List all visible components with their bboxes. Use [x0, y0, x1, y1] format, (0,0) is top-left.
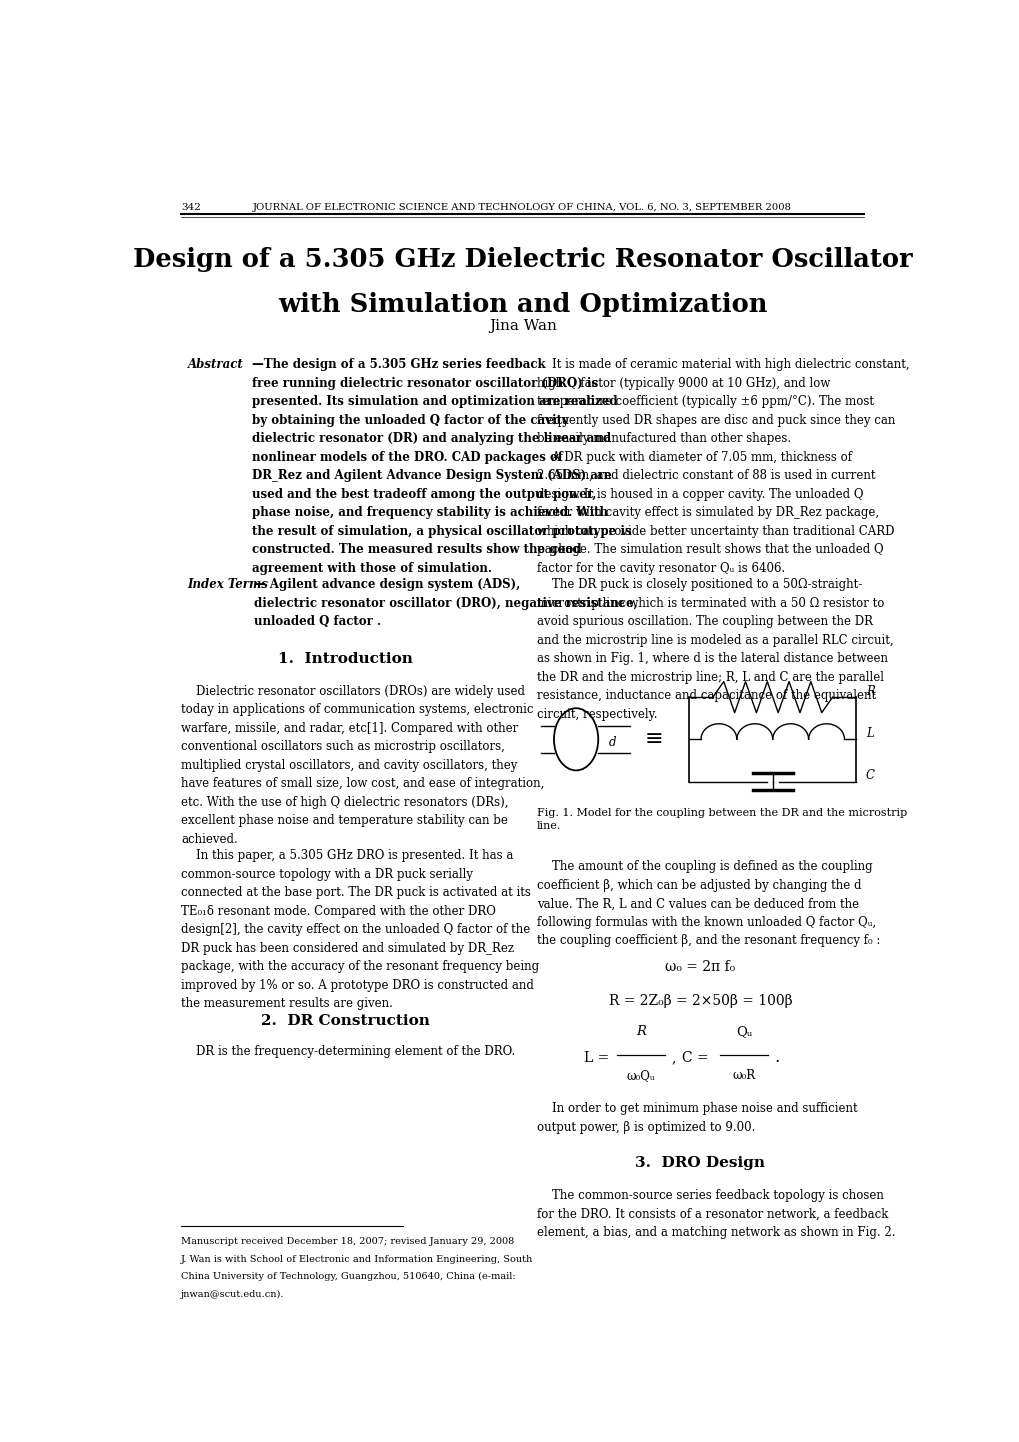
Text: China University of Technology, Guangzhou, 510640, China (e-mail:: China University of Technology, Guangzho… [181, 1272, 516, 1282]
Text: A DR puck with diameter of 7.05 mm, thickness of
2.65 mm, and dielectric constan: A DR puck with diameter of 7.05 mm, thic… [536, 450, 894, 574]
Text: The DR puck is closely positioned to a 50Ω-straight-
microstrip line which is te: The DR puck is closely positioned to a 5… [536, 578, 893, 721]
Text: J. Wan is with School of Electronic and Information Engineering, South: J. Wan is with School of Electronic and … [181, 1255, 533, 1263]
Text: with Simulation and Optimization: with Simulation and Optimization [278, 291, 766, 317]
Text: C =: C = [681, 1051, 707, 1066]
Text: In order to get minimum phase noise and sufficient
output power, β is optimized : In order to get minimum phase noise and … [536, 1102, 856, 1133]
Text: 342: 342 [181, 203, 201, 212]
Text: The amount of the coupling is defined as the coupling
coefficient β, which can b: The amount of the coupling is defined as… [536, 861, 879, 947]
Text: —The design of a 5.305 GHz series feedback
free running dielectric resonator osc: —The design of a 5.305 GHz series feedba… [252, 359, 632, 575]
Text: d: d [608, 737, 615, 750]
Text: ω₀ = 2π f₀: ω₀ = 2π f₀ [664, 960, 735, 975]
Text: C: C [865, 770, 874, 783]
Text: Jina Wan: Jina Wan [488, 319, 556, 333]
Text: .: . [773, 1050, 779, 1067]
Text: Fig. 1. Model for the coupling between the DR and the microstrip
line.: Fig. 1. Model for the coupling between t… [536, 808, 906, 832]
Text: ω₀Qᵤ: ω₀Qᵤ [627, 1069, 655, 1082]
Text: It is made of ceramic material with high dielectric constant,
high Q factor (typ: It is made of ceramic material with high… [536, 359, 908, 446]
Text: — Agilent advance design system (ADS),
dielectric resonator oscillator (DRO), ne: — Agilent advance design system (ADS), d… [254, 578, 637, 629]
Text: ≡: ≡ [644, 730, 662, 750]
Text: Dielectric resonator oscillators (DROs) are widely used
today in applications of: Dielectric resonator oscillators (DROs) … [181, 685, 544, 846]
Text: Abstract: Abstract [187, 359, 244, 372]
Text: Qᵤ: Qᵤ [735, 1025, 751, 1038]
Text: Index Terms: Index Terms [187, 578, 268, 591]
Text: The common-source series feedback topology is chosen
for the DRO. It consists of: The common-source series feedback topolo… [536, 1190, 895, 1239]
Text: L: L [865, 727, 872, 740]
Text: Manuscript received December 18, 2007; revised January 29, 2008: Manuscript received December 18, 2007; r… [181, 1237, 514, 1246]
Text: 3.  DRO Design: 3. DRO Design [635, 1155, 764, 1169]
Text: L =: L = [584, 1051, 609, 1066]
Text: ,: , [671, 1051, 675, 1066]
Text: R: R [636, 1025, 645, 1038]
Text: Design of a 5.305 GHz Dielectric Resonator Oscillator: Design of a 5.305 GHz Dielectric Resonat… [132, 247, 912, 273]
Text: 1.  Introduction: 1. Introduction [277, 652, 412, 666]
Text: ω₀R: ω₀R [732, 1069, 755, 1082]
Text: In this paper, a 5.305 GHz DRO is presented. It has a
common-source topology wit: In this paper, a 5.305 GHz DRO is presen… [181, 849, 539, 1011]
Text: R = 2Z₀β = 2×50β = 100β: R = 2Z₀β = 2×50β = 100β [608, 994, 792, 1008]
Text: 2.  DR Construction: 2. DR Construction [261, 1014, 429, 1028]
Text: R: R [865, 685, 874, 698]
Text: DR is the frequency-determining element of the DRO.: DR is the frequency-determining element … [181, 1044, 515, 1057]
Text: jnwan@scut.edu.cn).: jnwan@scut.edu.cn). [181, 1291, 284, 1299]
Text: JOURNAL OF ELECTRONIC SCIENCE AND TECHNOLOGY OF CHINA, VOL. 6, NO. 3, SEPTEMBER : JOURNAL OF ELECTRONIC SCIENCE AND TECHNO… [253, 203, 792, 212]
